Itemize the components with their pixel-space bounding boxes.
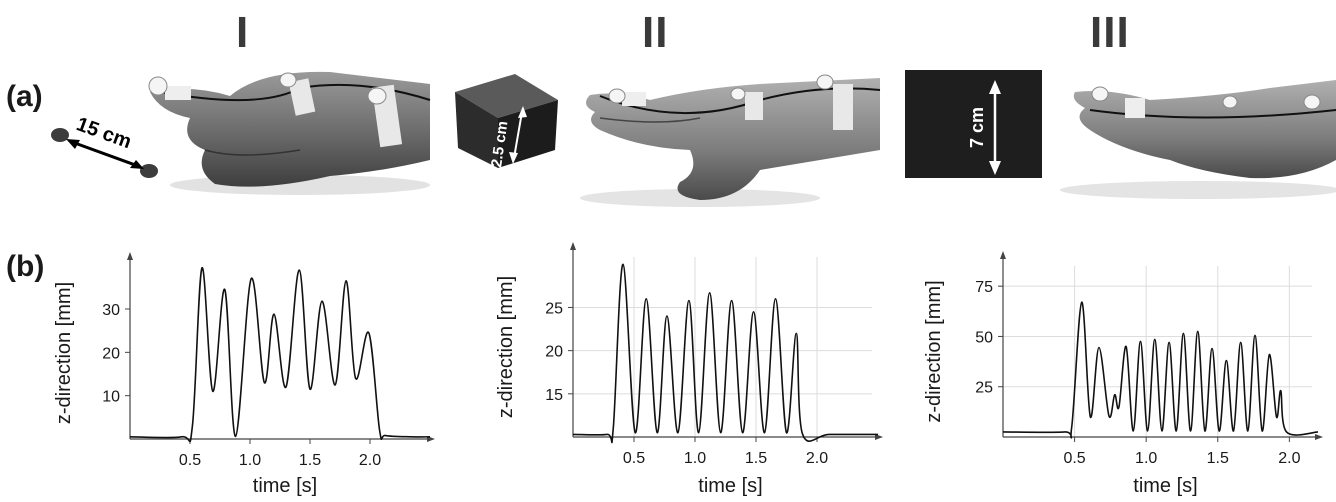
series-line bbox=[1002, 301, 1319, 439]
hand-photo-3 bbox=[1060, 80, 1336, 199]
series-line bbox=[572, 263, 879, 444]
panel-a-label: (a) bbox=[6, 80, 43, 113]
x-tick-label: 1.5 bbox=[299, 452, 321, 469]
y-axis-label: z-direction [mm] bbox=[923, 280, 945, 422]
x-tick-label: 0.5 bbox=[179, 452, 201, 469]
y-tick-label: 30 bbox=[102, 302, 120, 319]
x-tick-label: 1.5 bbox=[745, 450, 767, 467]
y-axis-label: z-direction [mm] bbox=[53, 282, 75, 424]
y-axis-arrow bbox=[570, 242, 576, 250]
y-axis-arrow bbox=[1000, 251, 1006, 259]
x-tick-label: 0.5 bbox=[623, 450, 645, 467]
condition-label-2: II bbox=[642, 8, 669, 57]
series-line bbox=[129, 267, 431, 443]
y-axis-arrow bbox=[127, 252, 133, 260]
x-tick-label: 1.0 bbox=[684, 450, 706, 467]
y-tick-label: 10 bbox=[102, 389, 120, 406]
x-axis-label: time [s] bbox=[253, 475, 317, 497]
hand-photo-2 bbox=[580, 74, 881, 207]
condition-label-1: I bbox=[236, 8, 250, 57]
y-tick-label: 25 bbox=[975, 380, 993, 397]
panel-b-label: (b) bbox=[6, 250, 45, 283]
x-axis-label: time [s] bbox=[1133, 475, 1197, 497]
y-tick-label: 25 bbox=[545, 300, 563, 317]
y-tick-label: 20 bbox=[545, 344, 563, 361]
target-distance-marker bbox=[51, 128, 158, 178]
y-tick-label: 15 bbox=[545, 387, 563, 404]
x-axis-arrow bbox=[875, 434, 883, 440]
x-tick-label: 2.0 bbox=[806, 450, 828, 467]
chart-2: 0.5 1.0 1.5 2.0 15 20 25 time [s] z-direction [m… bbox=[495, 242, 883, 497]
x-tick-label: 2.0 bbox=[359, 452, 381, 469]
x-tick-label: 1.0 bbox=[1135, 450, 1157, 467]
small-cube-size-label: 2.5 cm bbox=[488, 120, 511, 169]
small-cube bbox=[455, 74, 558, 168]
chart-3: 0.5 1.0 1.5 2.0 25 50 75 time [s] z-direction [m… bbox=[923, 251, 1323, 497]
x-tick-label: 2.0 bbox=[1278, 450, 1300, 467]
large-cube bbox=[905, 70, 1042, 178]
x-axis-arrow bbox=[1315, 434, 1323, 440]
hand-photo-1 bbox=[148, 71, 431, 195]
large-cube-size-label: 7 cm bbox=[967, 107, 987, 148]
y-tick-label: 75 bbox=[975, 279, 993, 296]
photo-row: 15 cm 2.5 cm 7 cm bbox=[51, 70, 1336, 207]
chart-1: 0.5 1.0 1.5 2.0 10 20 30 time [s] z-direction [m… bbox=[53, 252, 435, 497]
y-axis-label: z-direction [mm] bbox=[495, 276, 517, 418]
y-tick-label: 50 bbox=[975, 329, 993, 346]
x-tick-label: 0.5 bbox=[1063, 450, 1085, 467]
x-tick-label: 1.0 bbox=[239, 452, 261, 469]
x-tick-label: 1.5 bbox=[1207, 450, 1229, 467]
y-tick-label: 20 bbox=[102, 345, 120, 362]
condition-label-3: III bbox=[1090, 8, 1130, 57]
x-axis-label: time [s] bbox=[698, 475, 762, 497]
